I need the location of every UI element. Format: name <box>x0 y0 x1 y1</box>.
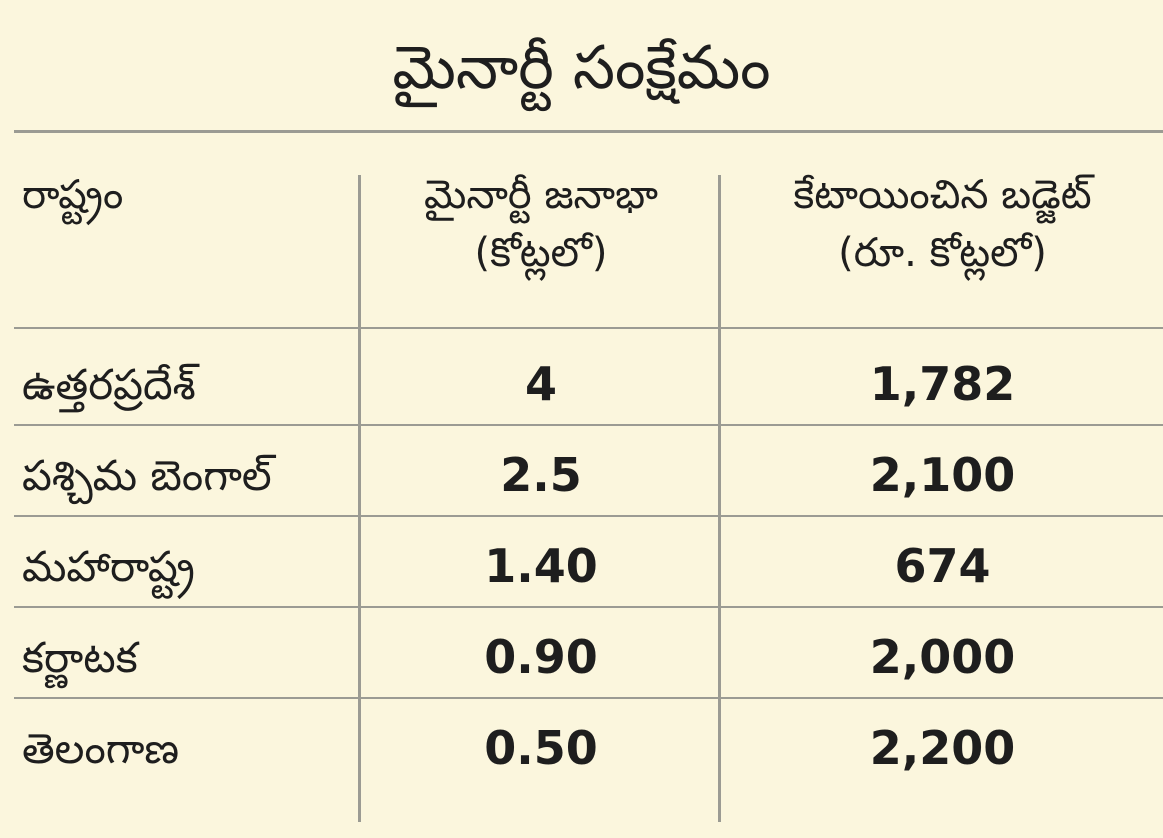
table-row-uttar-pradesh: ఉత్తరప్రదేశ్ 4 1,782 <box>0 339 1163 430</box>
cell-state: ఉత్తరప్రదేశ్ <box>22 360 196 409</box>
row-divider-3 <box>14 606 1163 608</box>
cell-state: మహారాష్ట్ర <box>22 542 195 591</box>
table-row-karnataka: కర్ణాటక 0.90 2,000 <box>0 612 1163 703</box>
cell-budget: 674 <box>894 539 991 593</box>
cell-budget: 1,782 <box>869 357 1016 411</box>
row-divider-4 <box>14 697 1163 699</box>
table-row-maharashtra: మహారాష్ట్ర 1.40 674 <box>0 521 1163 612</box>
cell-budget: 2,100 <box>869 448 1016 502</box>
column-header-population-line2: (కోట్లలో) <box>474 230 608 276</box>
table-row-west-bengal: పశ్చిమ బెంగాల్ 2.5 2,100 <box>0 430 1163 521</box>
cell-state: కర్ణాటక <box>22 633 138 682</box>
column-header-budget: కేటాయించిన బడ్జెట్ (రూ. కోట్లలో) <box>722 166 1163 282</box>
cell-state: పశ్చిమ బెంగాల్ <box>22 451 272 500</box>
table-row-telangana: తెలంగాణ 0.50 2,200 <box>0 703 1163 794</box>
row-divider-2 <box>14 515 1163 517</box>
cell-budget: 2,000 <box>869 630 1016 684</box>
cell-population: 2.5 <box>500 448 582 502</box>
cell-population: 0.90 <box>484 630 598 684</box>
table-title: మైనార్టీ సంక్షేమం <box>392 33 771 103</box>
column-header-state: రాష్ట్రం <box>22 172 124 218</box>
cell-budget: 2,200 <box>869 721 1016 775</box>
column-divider-1 <box>358 175 361 822</box>
column-divider-2 <box>718 175 721 822</box>
row-divider-1 <box>14 424 1163 426</box>
title-divider <box>14 130 1163 133</box>
column-header-budget-line2: (రూ. కోట్లలో) <box>838 230 1047 276</box>
column-header-population: మైనార్టీ జనాభా (కోట్లలో) <box>362 166 720 282</box>
header-divider <box>14 327 1163 329</box>
cell-population: 1.40 <box>484 539 598 593</box>
column-header-population-line1: మైనార్టీ జనాభా <box>424 172 658 218</box>
cell-population: 0.50 <box>484 721 598 775</box>
cell-state: తెలంగాణ <box>22 724 180 773</box>
cell-population: 4 <box>524 357 557 411</box>
column-header-budget-line1: కేటాయించిన బడ్జెట్ <box>793 172 1092 218</box>
